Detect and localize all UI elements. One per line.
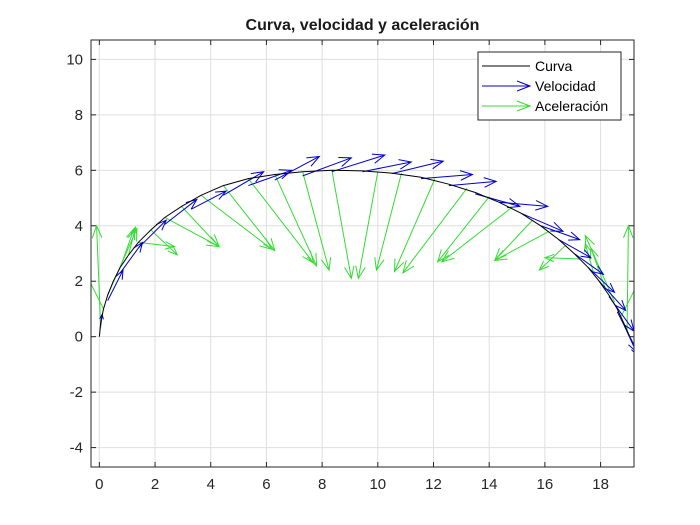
velocity-arrow (302, 157, 353, 177)
x-tick-label: 12 (425, 476, 442, 493)
x-tick-label: 6 (262, 476, 270, 493)
acceleration-arrow (493, 230, 550, 262)
velocity-arrow (598, 280, 627, 312)
velocity-arrows (99, 153, 634, 353)
velocity-arrow (191, 190, 228, 210)
acceleration-arrow (91, 224, 103, 329)
x-tick-label: 2 (151, 476, 159, 493)
velocity-arrow (420, 170, 474, 181)
acceleration-arrow (622, 224, 634, 332)
velocity-arrow (107, 268, 124, 301)
y-tick-label: 0 (75, 329, 83, 346)
velocity-arrow (137, 219, 168, 249)
y-tick-label: 10 (66, 51, 83, 68)
x-tick-label: 0 (95, 476, 103, 493)
x-tick-label: 4 (207, 476, 215, 493)
velocity-arrow (248, 169, 293, 187)
acceleration-arrows (91, 170, 634, 332)
x-tick-label: 16 (537, 476, 554, 493)
curve-line (98, 169, 631, 337)
velocity-arrow (558, 239, 593, 259)
acceleration-arrow (393, 178, 436, 273)
plot-frame (90, 39, 635, 468)
axis-ticks (91, 40, 634, 467)
legend-label-curva: Curva (535, 58, 573, 74)
acceleration-arrow (128, 225, 138, 256)
velocity-arrow (223, 171, 265, 196)
acceleration-arrow (543, 253, 580, 263)
legend-label-velocidad: Velocidad (535, 78, 596, 94)
velocity-arrow (587, 266, 616, 294)
x-tick-label: 18 (592, 476, 609, 493)
velocity-arrow (331, 153, 387, 173)
legend-box (477, 51, 622, 121)
x-tick-label: 8 (318, 476, 326, 493)
legend-swatch-aceleracion (482, 100, 532, 112)
y-tick-labels: -4 -2 0 2 4 6 8 10 (66, 51, 83, 456)
acceleration-arrow (355, 171, 379, 280)
acceleration-arrow (402, 188, 468, 274)
velocity-arrow (274, 155, 321, 181)
chart-title: Curva, velocidad y aceleración (246, 17, 480, 34)
acceleration-arrow (222, 185, 276, 252)
y-tick-label: -4 (70, 440, 83, 457)
y-tick-label: 6 (75, 162, 83, 179)
y-tick-label: 8 (75, 107, 83, 124)
acceleration-arrow (374, 172, 402, 272)
x-tick-label: 14 (481, 476, 498, 493)
legend-swatch-velocidad (482, 80, 532, 92)
x-tick-label: 10 (369, 476, 386, 493)
acceleration-arrow (436, 196, 490, 263)
acceleration-arrow (331, 170, 355, 280)
acceleration-arrow (274, 174, 318, 268)
legend: Curva Velocidad Aceleración (477, 51, 622, 121)
acceleration-arrow (181, 206, 221, 248)
acceleration-arrow (621, 289, 634, 317)
velocity-arrow (498, 200, 550, 211)
acceleration-arrow (302, 171, 332, 272)
y-tick-label: 2 (75, 273, 83, 290)
x-tick-labels: 0 2 4 6 8 10 12 14 16 18 (95, 476, 609, 493)
acceleration-arrow (150, 229, 179, 256)
velocity-arrow (540, 225, 581, 241)
velocity-arrow (362, 159, 413, 173)
y-tick-label: 4 (75, 218, 83, 235)
acceleration-arrow (440, 207, 512, 263)
acceleration-arrow (91, 282, 104, 310)
y-tick-label: -2 (70, 384, 83, 401)
velocity-arrow (391, 158, 445, 175)
velocity-arrow (448, 177, 498, 188)
velocity-arrow (573, 253, 605, 276)
legend-label-aceleracion: Aceleración (535, 98, 608, 114)
acceleration-arrow (138, 241, 176, 250)
